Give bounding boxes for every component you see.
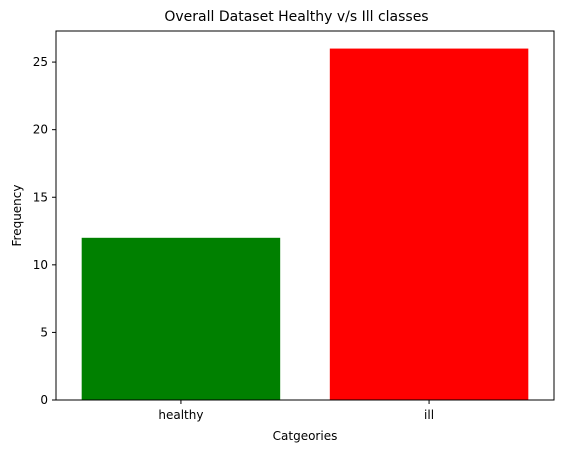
bar-healthy <box>81 237 281 400</box>
y-tick-label: 5 <box>40 325 48 339</box>
x-tick-label: healthy <box>158 408 203 422</box>
y-tick-label: 10 <box>33 258 48 272</box>
y-axis-ticks: 0 5 10 15 20 25 <box>33 55 56 407</box>
y-tick-label: 20 <box>33 123 48 137</box>
bar-ill <box>329 48 529 400</box>
x-tick-label: ill <box>424 408 434 422</box>
y-tick-label: 15 <box>33 190 48 204</box>
x-axis-ticks: healthy ill <box>158 400 434 422</box>
chart-title: Overall Dataset Healthy v/s Ill classes <box>164 9 428 25</box>
x-axis-label: Catgeories <box>273 429 338 443</box>
y-tick-label: 25 <box>33 55 48 69</box>
y-axis-label: Frequency <box>10 185 24 247</box>
bars-group <box>81 48 529 400</box>
y-tick-label: 0 <box>40 393 48 407</box>
plot-frame <box>55 30 555 401</box>
